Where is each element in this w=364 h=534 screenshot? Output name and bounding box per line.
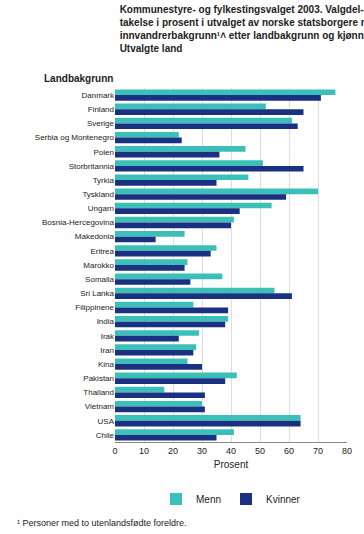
svg-text:Polen: Polen (94, 148, 114, 157)
svg-text:30: 30 (197, 446, 207, 456)
svg-text:Tyskland: Tyskland (82, 190, 114, 199)
svg-text:Tyrkia: Tyrkia (93, 176, 115, 185)
svg-text:Irak: Irak (101, 332, 115, 341)
svg-text:40: 40 (226, 446, 236, 456)
svg-text:Makedonia: Makedonia (75, 232, 115, 241)
svg-text:70: 70 (313, 446, 323, 456)
svg-text:20: 20 (168, 446, 178, 456)
svg-text:Filippinene: Filippinene (75, 303, 114, 312)
svg-text:80: 80 (342, 446, 352, 456)
svg-text:Sri Lanka: Sri Lanka (80, 289, 114, 298)
svg-text:Landbakgrunn: Landbakgrunn (44, 73, 113, 84)
svg-text:Eritrea: Eritrea (90, 247, 114, 256)
svg-text:10: 10 (139, 446, 149, 456)
svg-text:Kvinner: Kvinner (266, 494, 301, 505)
svg-text:Serbia og Montenegro: Serbia og Montenegro (35, 133, 115, 142)
svg-text:Marokko: Marokko (83, 261, 114, 270)
svg-text:Prosent: Prosent (214, 459, 249, 470)
svg-text:Ungarn: Ungarn (88, 204, 114, 213)
svg-text:Sverige: Sverige (87, 119, 115, 128)
svg-text:Storbritannia: Storbritannia (69, 162, 115, 171)
svg-text:0: 0 (112, 446, 117, 456)
svg-text:Thailand: Thailand (83, 388, 114, 397)
svg-text:Chile: Chile (96, 431, 115, 440)
svg-text:Iran: Iran (100, 346, 114, 355)
svg-text:Menn: Menn (196, 494, 221, 505)
svg-text:¹ Personer med to utenlandsfød: ¹ Personer med to utenlandsfødte foreldr… (17, 518, 187, 528)
svg-text:50: 50 (255, 446, 265, 456)
svg-text:USA: USA (98, 417, 115, 426)
svg-text:Vietnam: Vietnam (85, 402, 115, 411)
svg-text:Bosnia-Hercegovina: Bosnia-Hercegovina (42, 218, 115, 227)
svg-text:60: 60 (284, 446, 294, 456)
svg-text:Kina: Kina (98, 360, 115, 369)
svg-text:Kommunestyre- og fylkestingsva: Kommunestyre- og fylkestingsvalget 2003.… (120, 4, 364, 54)
svg-text:Danmark: Danmark (82, 91, 115, 100)
svg-text:India: India (97, 317, 115, 326)
svg-text:Finland: Finland (88, 105, 114, 114)
svg-text:Somalia: Somalia (85, 275, 114, 284)
svg-text:Pakistan: Pakistan (83, 374, 114, 383)
